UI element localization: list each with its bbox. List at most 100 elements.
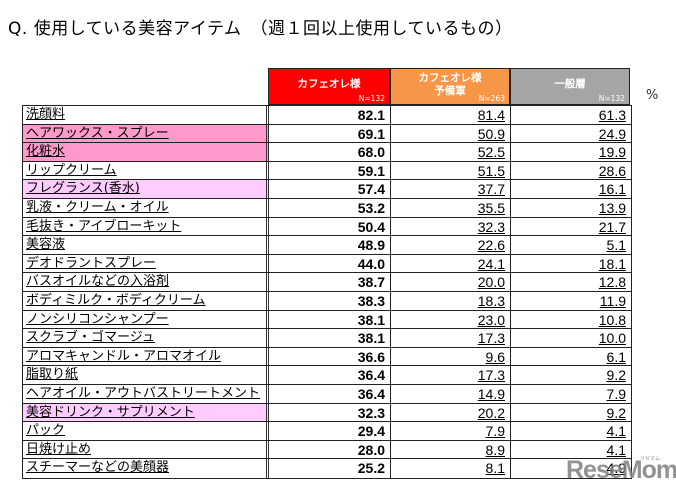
value-general: 10.8	[598, 311, 626, 328]
table-row: パック 29.4 7.9 4.1	[23, 422, 631, 441]
value-cafeole: 38.1	[269, 310, 391, 329]
value-cafeole-reserve: 81.4	[391, 106, 511, 124]
value-cafeole-reserve: 14.9	[391, 384, 511, 403]
value-cafeole-reserve: 9.6	[391, 347, 511, 366]
value-cafeole: 36.6	[269, 347, 391, 366]
column-header-cafeole: カフェオレ様 N=132	[268, 68, 390, 105]
value-general: 11.9	[599, 292, 626, 309]
table-row: スチーマーなどの美顔器 25.2 8.1 4.9	[23, 459, 631, 478]
value-general: 24.9	[598, 125, 626, 142]
value-cafeole-reserve: 32.3	[391, 217, 511, 236]
row-label: ヘアワックス・スプレー	[23, 124, 269, 143]
row-label: スクラブ・ゴマージュ	[23, 329, 269, 347]
table-row: 美容液 48.9 22.6 5.1	[23, 236, 631, 255]
row-label: パック	[23, 422, 269, 440]
row-label: 美容ドリンク・サプリメント	[23, 403, 269, 422]
table-row: リップクリーム 59.1 51.5 28.6	[23, 161, 631, 181]
value-cafeole: 38.3	[269, 291, 391, 310]
row-label: フレグランス(香水)	[23, 180, 269, 198]
table-row: スクラブ・ゴマージュ 38.1 17.3 10.0	[23, 329, 631, 348]
value-cafeole: 44.0	[269, 254, 391, 273]
value-cafeole-reserve: 37.7	[391, 180, 511, 198]
row-label: 乳液・クリーム・オイル	[23, 198, 269, 217]
value-cafeole-reserve: 17.3	[391, 329, 511, 347]
value-cafeole: 32.3	[269, 403, 391, 422]
value-cafeole: 25.2	[269, 459, 391, 478]
row-label: 美容液	[23, 236, 269, 254]
value-general: 4.1	[606, 423, 626, 440]
row-label: バスオイルなどの入浴剤	[23, 273, 269, 291]
table-row: ノンシリコンシャンプー 38.1 23.0 10.8	[23, 310, 631, 330]
value-cafeole-reserve: 23.0	[391, 310, 511, 329]
table-row: ヘアオイル・アウトバストリートメント 36.4 14.9 7.9	[23, 384, 631, 404]
watermark-sub: リセマム	[640, 456, 661, 462]
value-cafeole: 29.4	[269, 422, 391, 440]
row-label: ヘアオイル・アウトバストリートメント	[23, 384, 269, 403]
value-general: 5.1	[606, 237, 626, 254]
row-label: 化粧水	[23, 143, 269, 161]
row-label: ボディミルク・ボディクリーム	[23, 291, 269, 310]
value-cafeole: 28.0	[269, 440, 391, 459]
row-label: リップクリーム	[23, 161, 269, 180]
value-cafeole: 68.0	[269, 143, 391, 161]
value-cafeole: 69.1	[269, 124, 391, 143]
table-row: 乳液・クリーム・オイル 53.2 35.5 13.9	[23, 198, 631, 218]
value-cafeole: 38.7	[269, 273, 391, 291]
row-label: ノンシリコンシャンプー	[23, 310, 269, 329]
column-name: 一般層	[554, 78, 586, 90]
table-row: ヘアワックス・スプレー 69.1 50.9 24.9	[23, 124, 631, 144]
value-general: 12.8	[598, 274, 626, 291]
value-cafeole: 36.4	[269, 384, 391, 403]
watermark-logo: ReseMom	[566, 456, 676, 484]
value-cafeole: 82.1	[269, 106, 391, 124]
column-name: カフェオレ様	[297, 78, 361, 90]
value-general: 61.3	[598, 107, 626, 123]
value-general: 13.9	[598, 199, 626, 216]
value-cafeole-reserve: 8.9	[391, 440, 511, 459]
value-cafeole-reserve: 52.5	[391, 143, 511, 161]
column-header-general: 一般層 N=132	[510, 68, 630, 105]
value-cafeole-reserve: 24.1	[391, 254, 511, 273]
table-header: カフェオレ様 N=132 カフェオレ様 予備軍 N=263 一般層 N=132	[268, 68, 630, 105]
value-cafeole: 36.4	[269, 366, 391, 384]
row-label: 脂取り紙	[23, 366, 269, 384]
value-general: 7.9	[606, 385, 626, 402]
column-header-cafeole-reserve: カフェオレ様 予備軍 N=263	[390, 68, 510, 105]
row-label: スチーマーなどの美顔器	[23, 459, 269, 478]
value-general: 10.0	[598, 330, 626, 347]
value-cafeole-reserve: 35.5	[391, 198, 511, 217]
value-cafeole-reserve: 20.2	[391, 403, 511, 422]
sample-size: N=263	[478, 94, 505, 103]
row-label: 洗顔料	[23, 106, 269, 124]
table-row: フレグランス(香水) 57.4 37.7 16.1	[23, 180, 631, 199]
value-general: 6.1	[606, 348, 626, 365]
value-cafeole: 59.1	[269, 161, 391, 180]
sample-size: N=132	[598, 94, 625, 103]
value-cafeole-reserve: 8.1	[391, 459, 511, 478]
table-row: デオドラントスプレー 44.0 24.1 18.1	[23, 254, 631, 274]
value-cafeole-reserve: 50.9	[391, 124, 511, 143]
column-name: カフェオレ様 予備軍	[418, 72, 482, 97]
table-row: 化粧水 68.0 52.5 19.9	[23, 143, 631, 162]
value-cafeole: 38.1	[269, 329, 391, 347]
value-general: 9.2	[606, 367, 626, 384]
value-general: 16.1	[598, 181, 626, 198]
value-general: 21.7	[598, 218, 626, 235]
value-cafeole: 57.4	[269, 180, 391, 198]
table-row: 日焼け止め 28.0 8.9 4.1	[23, 440, 631, 460]
row-label: アロマキャンドル・アロマオイル	[23, 347, 269, 366]
data-table: 洗顔料 82.1 81.4 61.3 ヘアワックス・スプレー 69.1 50.9 24.9 化粧…	[22, 105, 632, 479]
row-label: デオドラントスプレー	[23, 254, 269, 273]
value-general: 18.1	[598, 255, 626, 272]
row-label: 毛抜き・アイブローキット	[23, 217, 269, 236]
value-cafeole-reserve: 17.3	[391, 366, 511, 384]
value-general: 19.9	[598, 144, 626, 161]
table-row: 脂取り紙 36.4 17.3 9.2	[23, 366, 631, 385]
sample-size: N=132	[358, 94, 385, 103]
value-cafeole-reserve: 22.6	[391, 236, 511, 254]
value-cafeole: 53.2	[269, 198, 391, 217]
value-general: 28.6	[598, 162, 626, 179]
value-cafeole-reserve: 18.3	[391, 291, 511, 310]
value-general: 9.2	[606, 404, 626, 421]
table-row: ボディミルク・ボディクリーム 38.3 18.3 11.9	[23, 291, 631, 311]
